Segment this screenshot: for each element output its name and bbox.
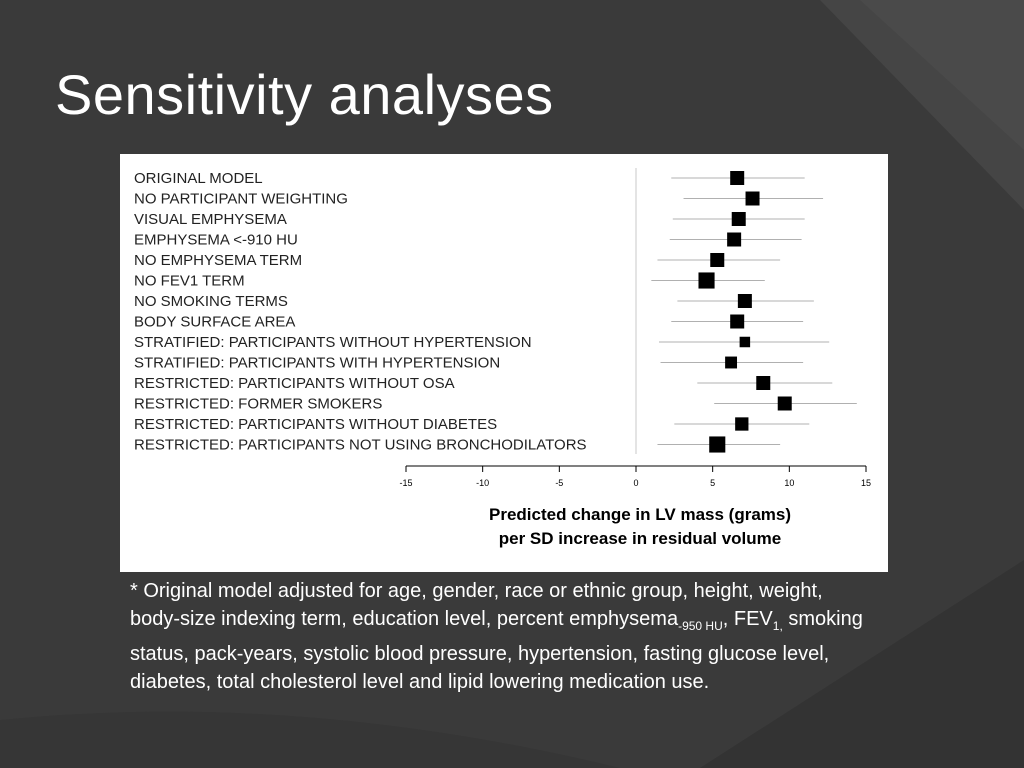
estimate-marker bbox=[731, 212, 746, 226]
x-tick-label: -10 bbox=[476, 478, 489, 488]
row-label: NO FEV1 TERM bbox=[134, 273, 245, 290]
footnote-text-3: smoking status, pack-years, systolic blo… bbox=[130, 608, 863, 693]
estimate-marker bbox=[737, 294, 752, 308]
estimate-marker bbox=[777, 396, 792, 411]
estimate-marker bbox=[727, 232, 742, 247]
forest-plot: ORIGINAL MODEL NO PARTICIPANT WEIGHTING VI… bbox=[134, 168, 871, 488]
row-label: NO SMOKING TERMS bbox=[134, 293, 288, 310]
row-label: RESTRICTED: PARTICIPANTS NOT USING BRONC… bbox=[134, 437, 587, 454]
estimate-marker bbox=[710, 253, 725, 267]
estimate-marker bbox=[730, 314, 745, 329]
row-label: ORIGINAL MODEL bbox=[134, 170, 263, 187]
row-label: VISUAL EMPHYSEMA bbox=[134, 211, 287, 228]
estimate-marker bbox=[739, 336, 751, 348]
estimate-marker bbox=[735, 417, 749, 431]
row-label: STRATIFIED: PARTICIPANTS WITH HYPERTENSI… bbox=[134, 355, 500, 372]
x-tick-label: 0 bbox=[633, 478, 638, 488]
estimate-marker bbox=[730, 171, 745, 185]
row-label: BODY SURFACE AREA bbox=[134, 314, 295, 331]
footnote-subscript-1: -950 HU bbox=[678, 619, 723, 633]
x-axis-title-line2: per SD increase in residual volume bbox=[498, 529, 782, 548]
footnote: * Original model adjusted for age, gende… bbox=[130, 577, 870, 696]
footnote-text-2: , FEV bbox=[722, 608, 773, 630]
estimate-marker bbox=[756, 376, 771, 390]
row-label: RESTRICTED: FORMER SMOKERS bbox=[134, 396, 382, 413]
footnote-text-1: * Original model adjusted for age, gende… bbox=[130, 580, 823, 630]
x-axis-title: Predicted change in LV mass (grams) per … bbox=[450, 503, 830, 551]
estimate-marker bbox=[709, 436, 726, 453]
row-label: RESTRICTED: PARTICIPANTS WITHOUT DIABETE… bbox=[134, 416, 497, 433]
row-label: NO EMPHYSEMA TERM bbox=[134, 252, 302, 269]
x-axis-title-line1: Predicted change in LV mass (grams) bbox=[489, 505, 791, 524]
x-tick-label: 10 bbox=[784, 478, 794, 488]
slide-title: Sensitivity analyses bbox=[55, 63, 554, 126]
row-label: EMPHYSEMA <-910 HU bbox=[134, 232, 298, 249]
x-tick-label: 15 bbox=[861, 478, 871, 488]
x-tick-label: 5 bbox=[710, 478, 715, 488]
estimate-marker bbox=[698, 272, 715, 289]
row-label: NO PARTICIPANT WEIGHTING bbox=[134, 191, 348, 208]
x-tick-label: -15 bbox=[399, 478, 412, 488]
estimate-marker bbox=[725, 356, 738, 369]
footnote-subscript-2: 1, bbox=[772, 619, 783, 633]
estimate-marker bbox=[745, 191, 760, 206]
chart-panel: ORIGINAL MODEL NO PARTICIPANT WEIGHTING VI… bbox=[120, 154, 888, 572]
row-label: RESTRICTED: PARTICIPANTS WITHOUT OSA bbox=[134, 375, 455, 392]
row-label: STRATIFIED: PARTICIPANTS WITHOUT HYPERTE… bbox=[134, 334, 532, 351]
x-tick-label: -5 bbox=[555, 478, 563, 488]
